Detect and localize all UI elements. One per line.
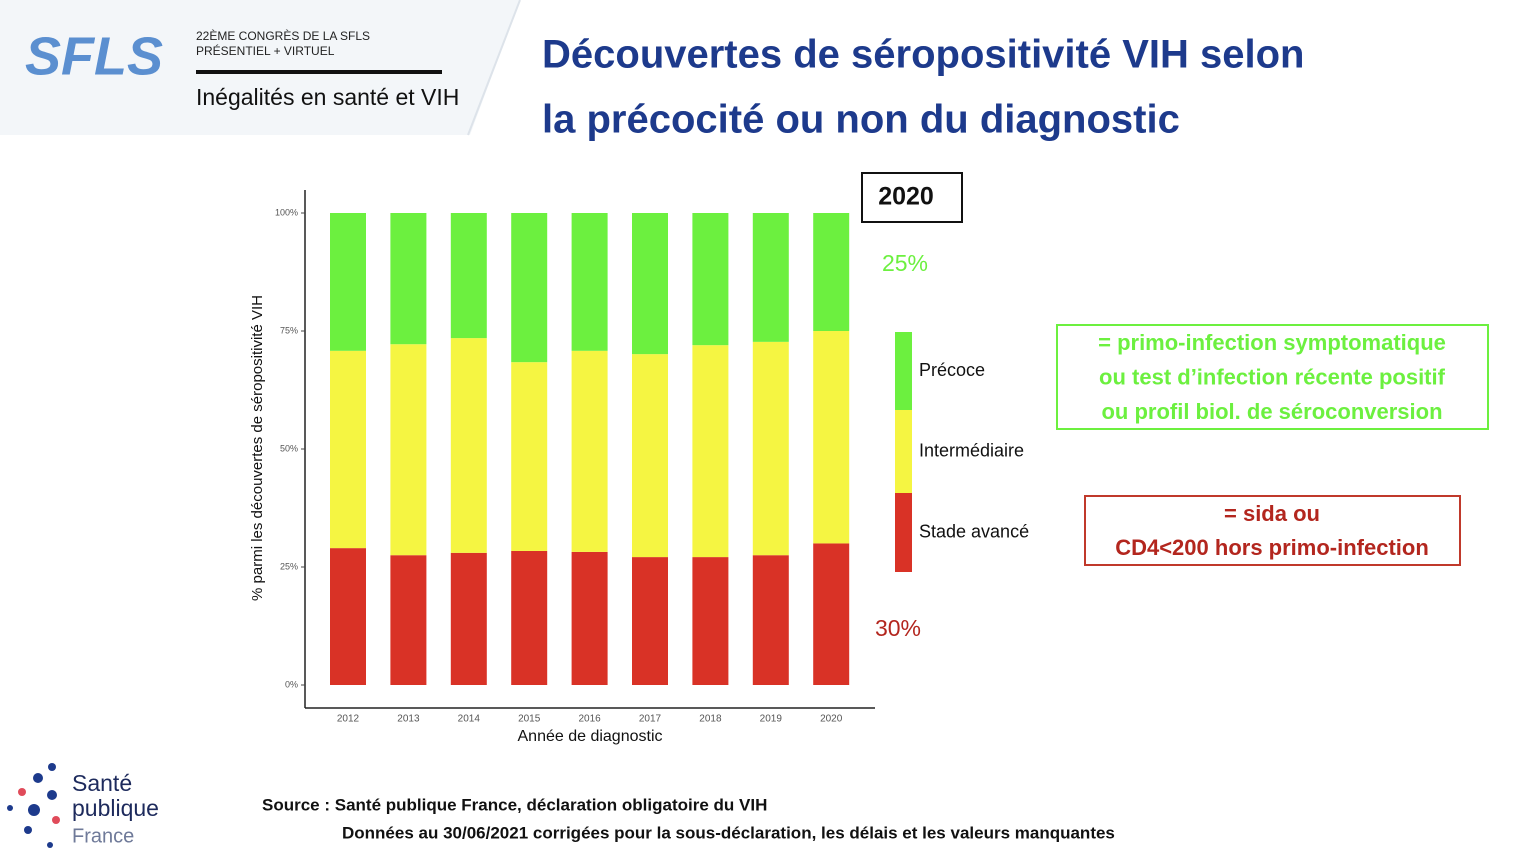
dot <box>7 805 13 811</box>
y-axis-title: % parmi les découvertes de séropositivit… <box>249 295 266 601</box>
x-tick-label: 2017 <box>639 714 662 725</box>
bar-segment <box>752 341 789 556</box>
bar-segment <box>330 213 366 351</box>
y-tick-label: 0% <box>285 679 298 689</box>
dot <box>18 788 26 796</box>
x-tick-label: 2015 <box>518 714 541 725</box>
note-text: ou profil biol. de séroconversion <box>1101 399 1442 424</box>
bar-segment <box>450 338 487 553</box>
theme: Inégalités en santé et VIH <box>196 84 459 110</box>
y-tick-label: 75% <box>280 325 298 335</box>
congress: 22ÈME CONGRÈS DE LA SFLS <box>196 28 370 43</box>
footer-logo-dots <box>7 763 60 848</box>
dot <box>47 790 57 800</box>
bar-segment <box>571 213 608 351</box>
note-box <box>1056 324 1489 430</box>
note-text: CD4<200 hors primo-infection <box>1115 535 1429 560</box>
bar-segment <box>511 362 548 551</box>
bar-segment <box>632 557 668 685</box>
x-tick-label: 2014 <box>458 714 481 725</box>
bar-segment <box>692 345 729 558</box>
bar-segment <box>450 213 487 339</box>
legend-swatch <box>895 332 912 410</box>
bar-segment <box>511 550 548 685</box>
footer-logo: Santé <box>72 770 132 796</box>
header-panel <box>0 0 520 135</box>
bar-segment <box>390 213 427 345</box>
note-text: = sida ou <box>1224 501 1320 526</box>
x-tick-label: 2020 <box>820 714 843 725</box>
header-edge <box>467 0 521 136</box>
x-tick-label: 2013 <box>397 714 420 725</box>
legend-label: Précoce <box>919 360 985 380</box>
footer-logo: France <box>72 825 134 847</box>
annotation: 30% <box>875 615 921 641</box>
legend-swatch <box>895 410 912 493</box>
y-tick-label: 100% <box>275 207 298 217</box>
y-tick-label: 25% <box>280 561 298 571</box>
dot <box>24 826 32 834</box>
annotation: 2020 <box>878 183 934 211</box>
bar-segment <box>571 350 608 552</box>
legend-swatch <box>895 493 912 572</box>
legend-label: Intermédiaire <box>919 440 1024 460</box>
dot <box>33 773 43 783</box>
slide-title: Découvertes de séropositivité VIH selon <box>542 33 1304 77</box>
x-tick-label: 2012 <box>337 714 360 725</box>
dot <box>52 816 60 824</box>
x-tick-label: 2018 <box>699 714 722 725</box>
bar-segment <box>330 548 366 685</box>
bar-segment <box>813 213 850 331</box>
bar-segment <box>692 557 729 685</box>
slide-title: la précocité ou non du diagnostic <box>542 98 1180 142</box>
bar-segment <box>511 213 548 363</box>
source: Données au 30/06/2021 corrigées pour la … <box>342 823 1115 842</box>
y-tick-label: 50% <box>280 443 298 453</box>
bar-segment <box>813 331 850 544</box>
bar-segment <box>571 551 608 685</box>
bar-segment <box>632 354 668 558</box>
footer-logo: publique <box>72 795 159 821</box>
bar-segment <box>752 555 789 685</box>
congress: PRÉSENTIEL + VIRTUEL <box>196 43 335 58</box>
x-tick-label: 2019 <box>760 714 783 725</box>
legend-label: Stade avancé <box>919 521 1029 541</box>
bar-segment <box>390 344 427 556</box>
bar-segment <box>330 350 366 549</box>
dot <box>28 804 40 816</box>
bar-segment <box>632 213 668 355</box>
bar-segment <box>813 543 850 685</box>
bar-segment <box>752 213 789 342</box>
note-box <box>1084 495 1461 566</box>
note-text: ou test d’infection récente positif <box>1099 364 1446 389</box>
dot <box>48 763 56 771</box>
note-text: = primo-infection symptomatique <box>1098 330 1446 355</box>
logo: SFLS <box>25 26 163 86</box>
dot <box>47 842 53 848</box>
source: Source : Santé publique France, déclarat… <box>262 795 767 814</box>
bar-segment <box>692 213 729 346</box>
x-axis-title: Année de diagnostic <box>518 728 663 745</box>
chart: 0% 25% 50% 75% 100% % parmi les découvertes d… <box>249 172 1489 745</box>
bar-segment <box>390 555 427 685</box>
annotation: 25% <box>882 250 928 276</box>
year-box <box>861 172 963 223</box>
x-tick-label: 2016 <box>578 714 601 725</box>
bar-segment <box>450 552 487 685</box>
